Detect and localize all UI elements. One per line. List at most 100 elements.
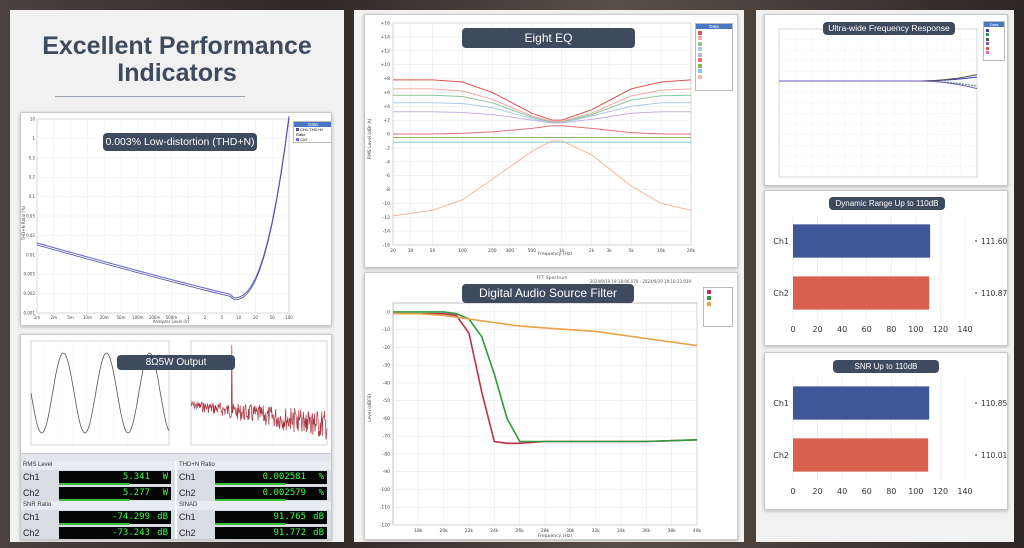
meter-level-bar: [59, 538, 129, 539]
filter-x-tick-label: 22k: [465, 528, 474, 534]
dynamic-value-label: 111.607 dB: [981, 237, 1008, 246]
meter-row: Ch1 5.341 W: [21, 470, 175, 485]
thd-y-tick-label: 0.1: [29, 194, 36, 199]
meter-value: 91.765: [273, 512, 306, 522]
snr-value-dot: [975, 454, 977, 456]
filter-y-tick-label: -90: [383, 469, 390, 475]
thd-x-tick-label: 100: [285, 315, 293, 320]
meter-value: -74.299: [112, 512, 150, 522]
thd-chart: 1m 2m 5m 10m 20m 50m 100m 200m 500m 1 2 5 10 20 50 100 1…: [21, 115, 293, 324]
meter-channel-label: Ch2: [23, 527, 40, 538]
snr-value-label: 110.015 dB: [981, 451, 1008, 460]
wide-title: Ultra-wide Frequency Response: [823, 22, 955, 35]
thd-legend-item: Ch2: [294, 137, 331, 142]
meter-panel: RMS Level Ch1 5.341 W Ch2 5.277 W: [21, 461, 175, 501]
thd-y-tick-label: 10: [30, 117, 36, 122]
eq-x-tick-label: 3k: [606, 248, 612, 254]
eq-x-tick-label: 2k: [589, 248, 595, 254]
dynamic-x-tick-label: 120: [933, 325, 948, 334]
thd-y-tick-label: 0.002: [24, 291, 36, 296]
eq-y-tick-label: +4: [383, 104, 390, 110]
meter-level-bar: [215, 538, 285, 539]
wide-legend: Data: [983, 21, 1005, 61]
meter-unit: %: [318, 487, 324, 498]
eq-ylabel: RMS Level (dBr A): [367, 119, 373, 160]
eq-xlabel: Frequency (Hz): [538, 251, 572, 257]
eq-y-tick-label: -6: [386, 173, 391, 179]
snr-category-label: Ch2: [773, 451, 789, 460]
thd-y-tick-label: 0.005: [24, 272, 36, 277]
snr-x-tick-label: 100: [908, 487, 923, 496]
wide-legend-swatch: [986, 33, 989, 36]
dynamic-category-label: Ch2: [773, 289, 789, 298]
wide-chart: [778, 28, 978, 178]
filter-legend-swatch: [707, 302, 711, 306]
eq-y-tick-label: +10: [381, 62, 391, 68]
meter-readout: 0.002581%: [215, 471, 327, 484]
thd-x-tick-label: 1m: [34, 315, 41, 320]
dynamic-x-tick-label: 40: [837, 325, 847, 334]
thd-x-tick-label: 500m: [166, 315, 178, 320]
eq-x-tick-label: 50: [430, 248, 436, 254]
thd-x-tick-label: 20: [253, 315, 259, 320]
meter-row: Ch2 91.772 dB: [177, 526, 331, 539]
thd-title: 0.003% Low-distortion (THD+N): [103, 133, 257, 151]
meter-readout: 0.002579%: [215, 486, 327, 500]
eq-legend-swatch: [698, 69, 702, 73]
output-fft-chart: [177, 335, 331, 453]
headline-line1: Excellent Performance: [42, 32, 312, 60]
dynamic-x-tick-label: 20: [812, 325, 822, 334]
filter-y-tick-label: -80: [383, 451, 390, 457]
eq-y-tick-label: -10: [383, 201, 390, 207]
meter-header: THD+N Ratio: [177, 461, 331, 470]
middle-panel: +16 +14 +12 +10 +8 +6 +4 +2 0 -2 -4 -6 -8 -10 -12 -14 -1…: [354, 10, 744, 542]
filter-y-tick-label: -30: [383, 363, 390, 369]
filter-x-tick-label: 40k: [693, 528, 702, 534]
snr-bar: [793, 438, 929, 472]
eq-y-tick-label: +6: [383, 90, 390, 96]
dynamic-chart: 0 20 40 60 80 100 120 140 Ch1 111.607 dB Ch2 110.87…: [765, 191, 1008, 345]
snr-x-tick-label: 20: [812, 487, 822, 496]
filter-legend-swatch: [707, 296, 711, 300]
meter-level-bar: [215, 498, 285, 501]
snr-category-label: Ch1: [773, 399, 789, 408]
snr-title: SNR Up to 110dB: [833, 360, 939, 373]
dynamic-x-tick-label: 0: [790, 325, 795, 334]
filter-y-tick-label: 0: [387, 309, 390, 315]
meter-unit: dB: [313, 527, 324, 538]
filter-x-tick-label: 34k: [617, 528, 626, 534]
meter-unit: dB: [313, 512, 324, 522]
meter-readout: 91.765 dB: [215, 511, 327, 524]
meter-level-bar: [59, 523, 129, 525]
meter-channel-label: Ch1: [179, 472, 196, 482]
eq-x-tick-label: 5k: [628, 248, 634, 254]
eq-x-tick-label: 1k: [559, 248, 565, 254]
meter-value: 5.277: [122, 487, 150, 498]
wide-series-line: [779, 80, 978, 90]
meter-value: 0.002579: [262, 487, 306, 498]
filter-legend: [703, 287, 733, 327]
meter-channel-label: Ch2: [179, 527, 196, 538]
meter-channel-label: Ch1: [23, 472, 40, 482]
filter-y-tick-label: -20: [383, 345, 390, 351]
snr-x-tick-label: 140: [957, 487, 972, 496]
wide-card: Data Ultra-wide Frequency Response: [764, 14, 1008, 186]
thd-x-tick-label: 50: [270, 315, 276, 320]
meter-row: Ch2 5.277 W: [21, 486, 175, 501]
eq-title: Eight EQ: [462, 28, 635, 48]
thd-x-tick-label: 2m: [51, 315, 58, 320]
meter-value: 5.341: [122, 472, 150, 482]
thd-ylabel: THD+N Ratio (%): [21, 205, 26, 241]
meter-readout: -74.299 dB: [59, 511, 171, 524]
eq-legend-swatch: [698, 58, 702, 62]
meter-header: RMS Level: [21, 461, 175, 470]
filter-y-tick-label: -60: [383, 416, 390, 422]
thd-legend-title: Data: [294, 122, 331, 127]
thd-x-tick-label: 1: [187, 315, 190, 320]
eq-legend-swatch: [698, 74, 702, 79]
filter-top-stamp: 2024/9/19 19:18:06.070 - 2024/9/19 19:18…: [590, 279, 692, 284]
thd-card: 1m 2m 5m 10m 20m 50m 100m 200m 500m 1 2 5 10 20 50 100 1…: [20, 112, 332, 326]
snr-x-tick-label: 0: [790, 487, 795, 496]
meter-unit: dB: [157, 527, 168, 538]
eq-y-tick-label: -4: [386, 159, 391, 165]
